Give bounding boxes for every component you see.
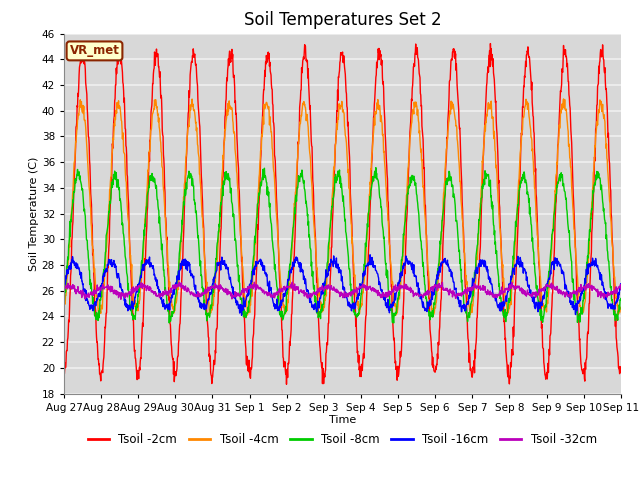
X-axis label: Time: Time xyxy=(329,415,356,425)
Tsoil -16cm xyxy=(552,260,559,266)
Tsoil -16cm xyxy=(617,281,625,287)
Tsoil -32cm xyxy=(171,285,179,290)
Tsoil -4cm xyxy=(560,96,568,102)
Tsoil -2cm xyxy=(617,368,625,374)
Tsoil -32cm xyxy=(502,287,510,293)
Tsoil -8cm xyxy=(502,310,510,315)
Tsoil -2cm xyxy=(170,379,178,384)
Tsoil -4cm xyxy=(429,307,437,312)
Tsoil -2cm xyxy=(184,121,191,127)
Title: Soil Temperatures Set 2: Soil Temperatures Set 2 xyxy=(244,11,441,29)
Tsoil -16cm xyxy=(60,283,68,289)
Tsoil -32cm xyxy=(552,287,559,293)
Tsoil -16cm xyxy=(502,297,510,302)
Tsoil -32cm xyxy=(617,287,625,292)
Tsoil -32cm xyxy=(429,285,437,290)
Tsoil -8cm xyxy=(165,320,173,326)
Text: VR_met: VR_met xyxy=(70,44,120,58)
Tsoil -4cm xyxy=(171,308,179,314)
Y-axis label: Soil Temperature (C): Soil Temperature (C) xyxy=(29,156,39,271)
Tsoil -4cm xyxy=(617,304,625,310)
Tsoil -32cm xyxy=(246,282,254,288)
Tsoil -8cm xyxy=(171,301,179,307)
Tsoil -16cm xyxy=(246,283,254,289)
Tsoil -4cm xyxy=(95,312,103,318)
Legend: Tsoil -2cm, Tsoil -4cm, Tsoil -8cm, Tsoil -16cm, Tsoil -32cm: Tsoil -2cm, Tsoil -4cm, Tsoil -8cm, Tsoi… xyxy=(83,428,602,451)
Tsoil -4cm xyxy=(184,124,192,130)
Tsoil -32cm xyxy=(117,297,125,302)
Tsoil -16cm xyxy=(184,259,191,264)
Tsoil -16cm xyxy=(238,312,246,318)
Tsoil -4cm xyxy=(246,302,254,308)
Tsoil -2cm xyxy=(552,210,559,216)
Tsoil -32cm xyxy=(60,284,68,290)
Tsoil -2cm xyxy=(60,369,68,375)
Tsoil -16cm xyxy=(429,288,437,293)
Tsoil -2cm xyxy=(246,374,254,380)
Tsoil -32cm xyxy=(184,287,192,293)
Tsoil -2cm xyxy=(486,41,494,47)
Tsoil -2cm xyxy=(283,382,291,387)
Tsoil -8cm xyxy=(60,302,68,308)
Tsoil -8cm xyxy=(552,199,559,204)
Tsoil -8cm xyxy=(429,307,437,313)
Line: Tsoil -32cm: Tsoil -32cm xyxy=(64,282,621,300)
Tsoil -16cm xyxy=(170,288,178,294)
Line: Tsoil -2cm: Tsoil -2cm xyxy=(64,44,621,384)
Tsoil -8cm xyxy=(372,165,380,170)
Tsoil -2cm xyxy=(429,365,437,371)
Tsoil -8cm xyxy=(246,292,254,298)
Tsoil -4cm xyxy=(551,188,559,193)
Tsoil -4cm xyxy=(60,302,68,308)
Tsoil -8cm xyxy=(184,172,192,178)
Tsoil -32cm xyxy=(289,279,296,285)
Tsoil -16cm xyxy=(366,252,374,258)
Tsoil -2cm xyxy=(502,352,510,358)
Line: Tsoil -4cm: Tsoil -4cm xyxy=(64,99,621,315)
Line: Tsoil -8cm: Tsoil -8cm xyxy=(64,168,621,323)
Line: Tsoil -16cm: Tsoil -16cm xyxy=(64,255,621,315)
Tsoil -4cm xyxy=(502,301,509,307)
Tsoil -8cm xyxy=(617,296,625,301)
